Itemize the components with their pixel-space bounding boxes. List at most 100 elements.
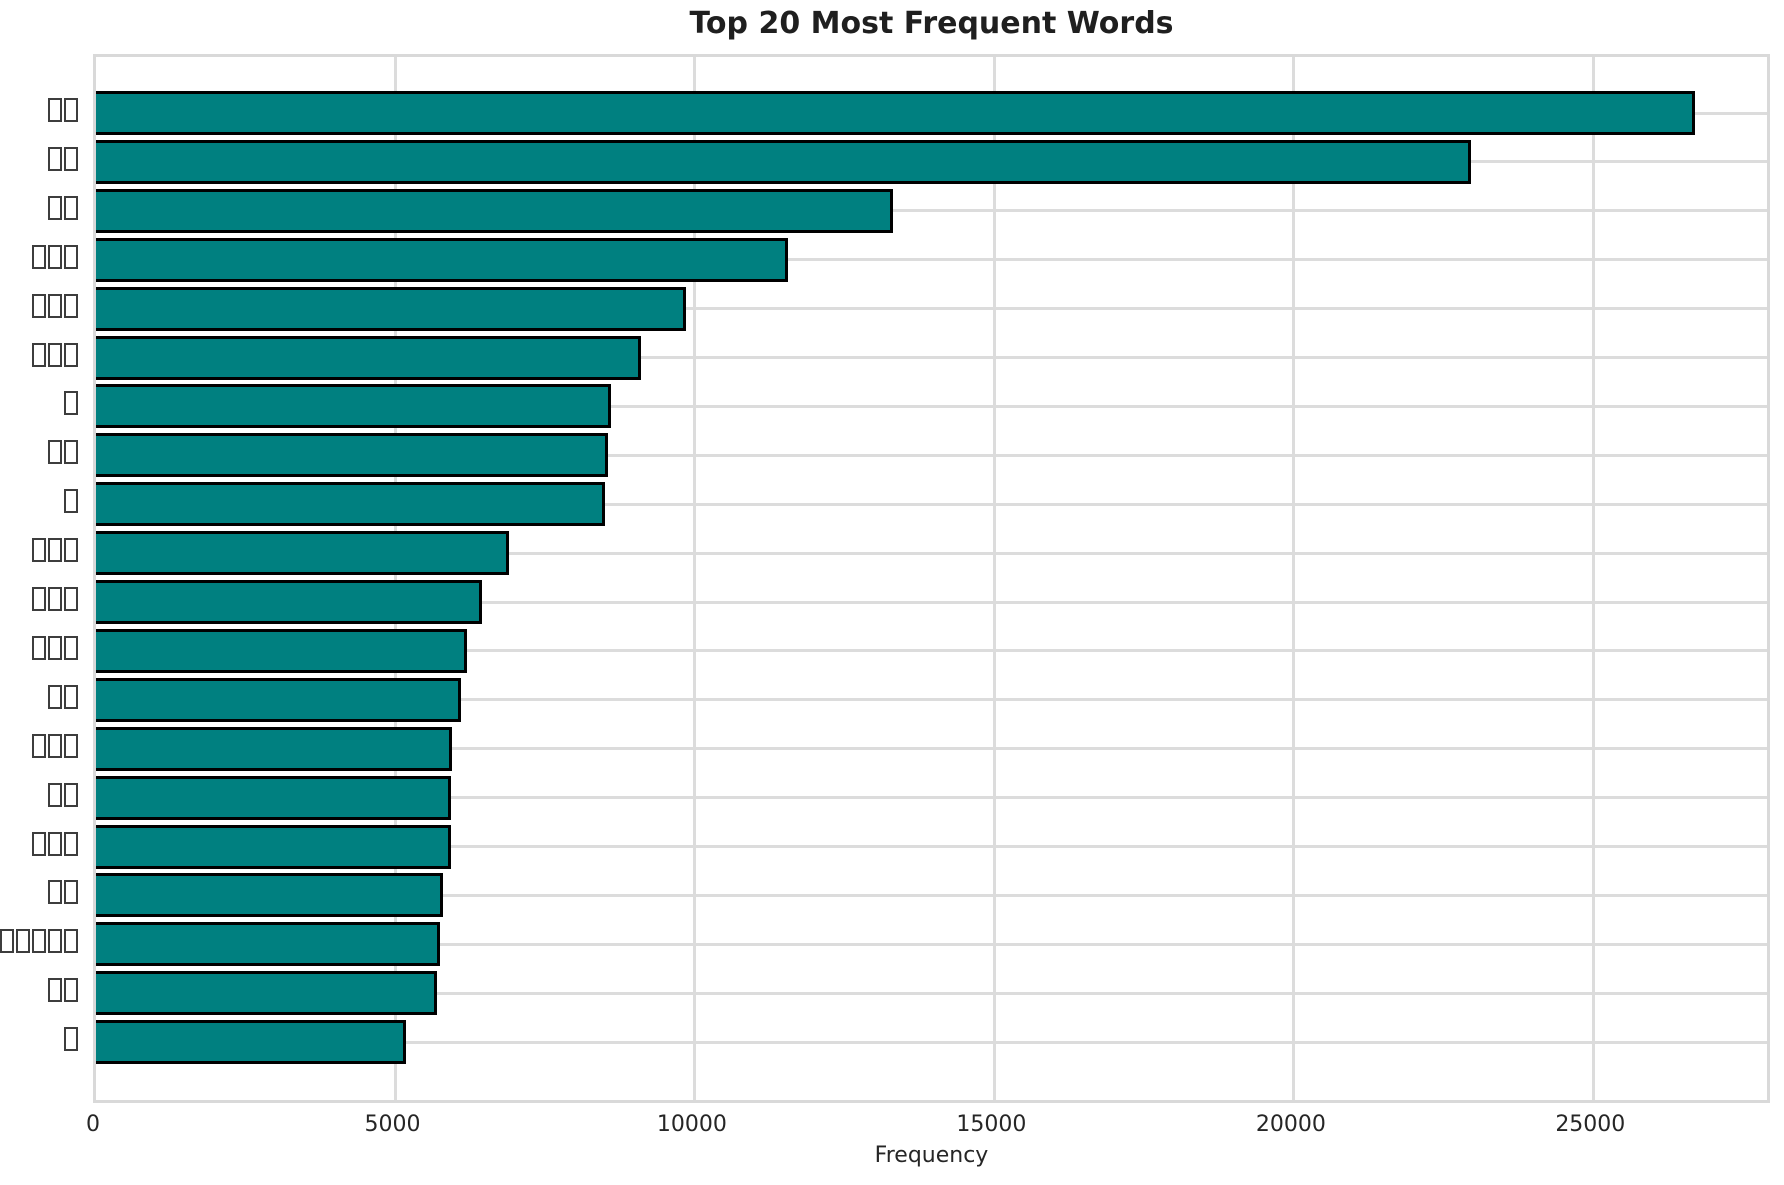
y-tick-label bbox=[31, 528, 79, 572]
gridline-vertical bbox=[992, 57, 996, 1100]
y-tick-label bbox=[31, 577, 79, 621]
missing-glyph-box bbox=[48, 98, 62, 122]
gridline-horizontal bbox=[96, 502, 1767, 506]
missing-glyph-box bbox=[64, 831, 78, 856]
missing-glyph-box bbox=[64, 1027, 78, 1052]
bar bbox=[96, 873, 443, 918]
y-tick-label bbox=[47, 773, 79, 817]
bar bbox=[96, 237, 788, 282]
gridline-horizontal bbox=[96, 307, 1767, 311]
bar bbox=[96, 775, 451, 820]
missing-glyph-box bbox=[48, 782, 62, 807]
y-tick-label bbox=[63, 381, 79, 425]
gridline-horizontal bbox=[96, 845, 1767, 848]
x-tick-label: 10000 bbox=[656, 1112, 727, 1137]
missing-glyph-box bbox=[48, 831, 62, 856]
missing-glyph-box bbox=[48, 293, 62, 318]
missing-glyph-box bbox=[32, 538, 46, 563]
y-tick-label bbox=[63, 1017, 79, 1061]
bar bbox=[96, 628, 467, 673]
bar bbox=[96, 286, 686, 331]
missing-glyph-box bbox=[64, 489, 78, 514]
y-tick-label bbox=[47, 430, 79, 474]
missing-glyph-box bbox=[48, 342, 62, 367]
missing-glyph-box bbox=[64, 929, 78, 954]
missing-glyph-box bbox=[64, 978, 78, 1003]
bar bbox=[96, 1020, 406, 1065]
missing-glyph-box bbox=[48, 195, 62, 220]
bar bbox=[96, 482, 605, 527]
x-axis-label: Frequency bbox=[874, 1143, 989, 1168]
missing-glyph-box bbox=[64, 146, 78, 171]
gridline-horizontal bbox=[96, 1040, 1767, 1044]
bar bbox=[96, 531, 509, 576]
missing-glyph-box bbox=[64, 587, 78, 611]
y-tick-label bbox=[31, 822, 79, 866]
bar bbox=[96, 971, 437, 1016]
bar bbox=[96, 433, 608, 478]
y-tick-label bbox=[47, 137, 79, 181]
missing-glyph-box bbox=[48, 635, 62, 660]
x-axis-ticks: 0 5000 10000 15000 20000 25000 bbox=[86, 1112, 1770, 1142]
missing-glyph-box bbox=[64, 391, 78, 416]
x-tick-label: 5000 bbox=[364, 1112, 421, 1137]
gridline-vertical bbox=[1591, 57, 1595, 1100]
x-tick-label: 25000 bbox=[1555, 1112, 1626, 1137]
missing-glyph-box bbox=[16, 929, 30, 954]
missing-glyph-box bbox=[48, 978, 62, 1003]
x-tick-label: 0 bbox=[86, 1112, 100, 1137]
bar bbox=[96, 335, 641, 380]
y-axis-labels bbox=[0, 54, 93, 1103]
bar bbox=[96, 188, 893, 233]
gridline-horizontal bbox=[96, 209, 1767, 213]
missing-glyph-box bbox=[32, 342, 46, 367]
missing-glyph-box bbox=[48, 146, 62, 171]
missing-glyph-box bbox=[32, 244, 46, 269]
y-tick-label bbox=[0, 919, 79, 963]
gridline-horizontal bbox=[96, 258, 1767, 262]
missing-glyph-box bbox=[48, 929, 62, 954]
gridline-horizontal bbox=[96, 796, 1767, 800]
missing-glyph-box bbox=[0, 929, 14, 954]
y-tick-label bbox=[31, 626, 79, 670]
gridline-horizontal bbox=[96, 893, 1767, 897]
gridline-horizontal bbox=[96, 551, 1767, 555]
missing-glyph-box bbox=[48, 538, 62, 563]
missing-glyph-box bbox=[48, 440, 62, 465]
gridline-horizontal bbox=[96, 356, 1767, 359]
bar bbox=[96, 139, 1471, 184]
missing-glyph-box bbox=[64, 733, 78, 758]
missing-glyph-box bbox=[32, 831, 46, 856]
missing-glyph-box bbox=[64, 538, 78, 563]
missing-glyph-box bbox=[64, 293, 78, 318]
missing-glyph-box bbox=[64, 342, 78, 367]
missing-glyph-box bbox=[48, 244, 62, 269]
gridline-vertical bbox=[693, 57, 697, 1100]
y-tick-label bbox=[47, 675, 79, 719]
chart-title: Top 20 Most Frequent Words bbox=[689, 6, 1174, 41]
missing-glyph-box bbox=[64, 684, 78, 709]
bar bbox=[96, 91, 1695, 135]
gridline-horizontal bbox=[96, 747, 1767, 751]
missing-glyph-box bbox=[64, 880, 78, 905]
x-tick-label: 15000 bbox=[956, 1112, 1027, 1137]
missing-glyph-box bbox=[64, 98, 78, 122]
bar bbox=[96, 580, 482, 624]
missing-glyph-box bbox=[32, 733, 46, 758]
missing-glyph-box bbox=[64, 244, 78, 269]
missing-glyph-box bbox=[48, 733, 62, 758]
bar bbox=[96, 384, 611, 429]
missing-glyph-box bbox=[64, 635, 78, 660]
y-tick-label bbox=[31, 235, 79, 279]
gridline-horizontal bbox=[96, 600, 1767, 604]
bar bbox=[96, 922, 440, 967]
missing-glyph-box bbox=[32, 929, 46, 954]
y-tick-label bbox=[31, 724, 79, 768]
gridline-vertical bbox=[393, 57, 397, 1100]
missing-glyph-box bbox=[48, 684, 62, 709]
x-tick-label: 20000 bbox=[1255, 1112, 1326, 1137]
y-tick-label bbox=[47, 870, 79, 914]
gridline-horizontal bbox=[96, 404, 1767, 408]
gridline-vertical bbox=[1292, 57, 1296, 1100]
